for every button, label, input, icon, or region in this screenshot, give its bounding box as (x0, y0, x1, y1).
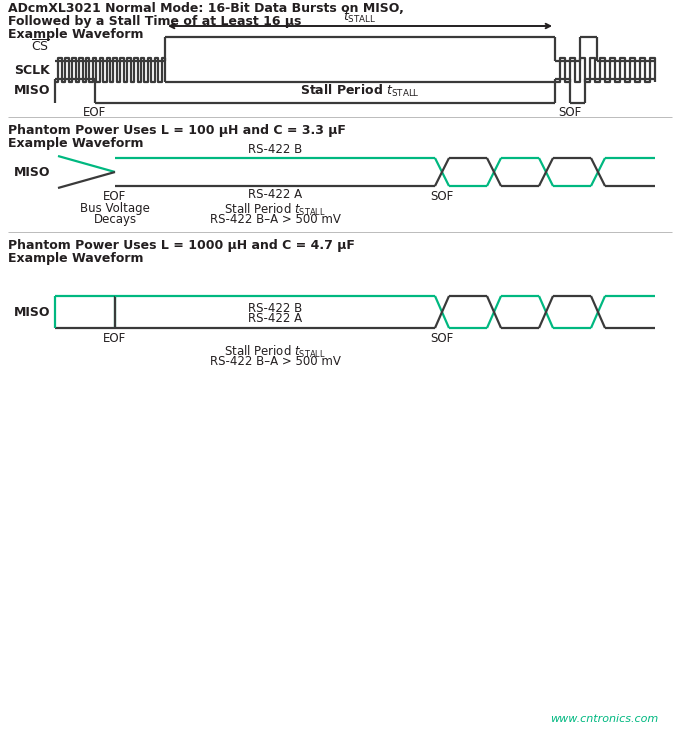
Text: SOF: SOF (558, 106, 581, 119)
Text: Example Waveform: Example Waveform (8, 137, 143, 150)
Text: SCLK: SCLK (14, 64, 50, 77)
Text: Example Waveform: Example Waveform (8, 28, 143, 41)
Text: MISO: MISO (14, 305, 50, 318)
Text: SOF: SOF (430, 190, 454, 203)
Text: Phantom Power Uses L = 100 μH and C = 3.3 μF: Phantom Power Uses L = 100 μH and C = 3.… (8, 124, 346, 137)
Text: RS-422 B: RS-422 B (248, 302, 302, 315)
Text: RS-422 B: RS-422 B (248, 143, 302, 156)
Text: SOF: SOF (430, 332, 454, 345)
Text: Stall Period $t_{\rm STALL}$: Stall Period $t_{\rm STALL}$ (300, 83, 420, 99)
Text: Example Waveform: Example Waveform (8, 252, 143, 265)
Text: Phantom Power Uses L = 1000 μH and C = 4.7 μF: Phantom Power Uses L = 1000 μH and C = 4… (8, 239, 355, 252)
Text: Bus Voltage: Bus Voltage (80, 202, 150, 215)
Text: $t_{\rm STALL}$: $t_{\rm STALL}$ (343, 10, 377, 25)
Text: RS-422 A: RS-422 A (248, 188, 302, 201)
Text: $\overline{\rm CS}$: $\overline{\rm CS}$ (31, 40, 50, 55)
Text: RS-422 A: RS-422 A (248, 312, 302, 324)
Text: Stall Period $t_{\rm STALL}$: Stall Period $t_{\rm STALL}$ (224, 344, 326, 360)
Text: MISO: MISO (14, 84, 50, 97)
Text: Followed by a Stall Time of at Least 16 μs: Followed by a Stall Time of at Least 16 … (8, 15, 301, 28)
Text: EOF: EOF (103, 332, 126, 345)
Text: RS-422 B–A > 500 mV: RS-422 B–A > 500 mV (209, 355, 341, 368)
Text: RS-422 B–A > 500 mV: RS-422 B–A > 500 mV (209, 213, 341, 226)
Text: Decays: Decays (93, 213, 137, 226)
Text: MISO: MISO (14, 165, 50, 179)
Text: Stall Period $t_{\rm STALL}$: Stall Period $t_{\rm STALL}$ (224, 202, 326, 218)
Text: EOF: EOF (103, 190, 126, 203)
Text: EOF: EOF (84, 106, 107, 119)
Text: www.cntronics.com: www.cntronics.com (549, 714, 658, 724)
Text: ADcmXL3021 Normal Mode: 16-Bit Data Bursts on MISO,: ADcmXL3021 Normal Mode: 16-Bit Data Burs… (8, 2, 404, 15)
